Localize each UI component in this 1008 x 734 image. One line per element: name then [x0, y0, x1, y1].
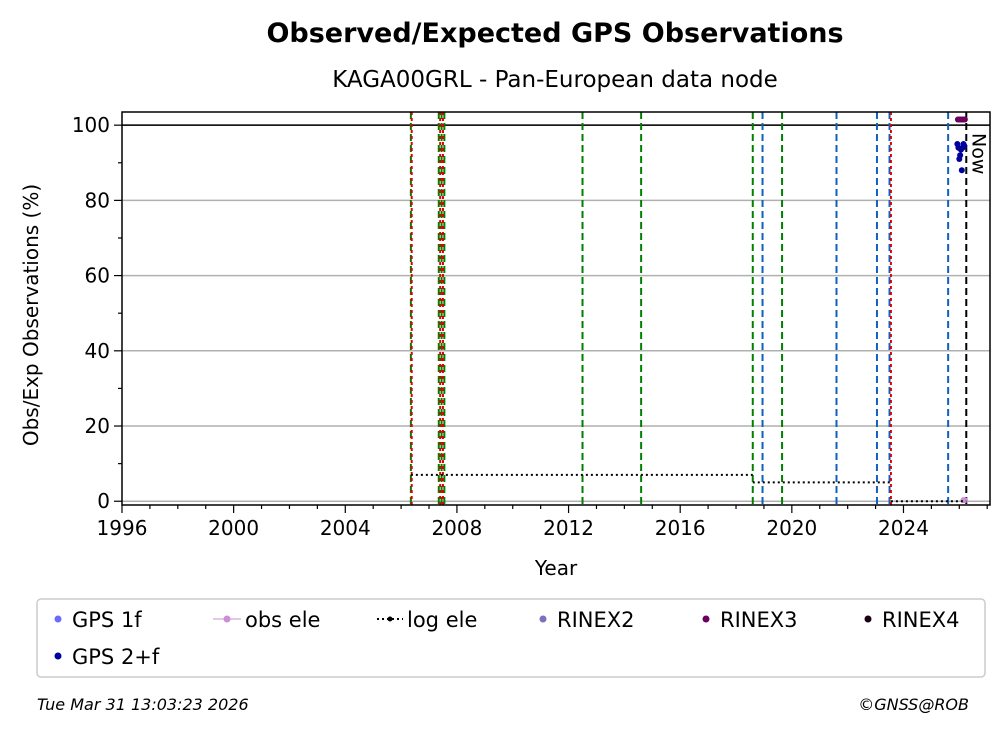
- legend-marker: [702, 615, 710, 623]
- x-tick-label: 2024: [878, 516, 929, 540]
- x-tick-label: 2020: [766, 516, 817, 540]
- legend: GPS 1f obs ele log ele RINEX2 RINEX3 RINEX4 GP…: [36, 598, 986, 678]
- plot-frame: [121, 111, 991, 506]
- legend-label: RINEX4: [882, 608, 960, 632]
- data-point: [958, 167, 965, 174]
- y-axis-label: Obs/Exp Observations (%): [19, 184, 43, 446]
- x-tick-label: 2004: [320, 516, 371, 540]
- y-tick-label: 40: [85, 339, 110, 363]
- legend-label: log ele: [407, 608, 477, 632]
- legend-marker: [54, 652, 62, 660]
- legend-marker: [539, 615, 547, 623]
- data-point: [961, 142, 968, 149]
- data-point: [961, 497, 968, 504]
- x-tick-label: 2008: [431, 516, 482, 540]
- legend-marker: [864, 615, 872, 623]
- legend-label: RINEX3: [720, 608, 798, 632]
- y-tick-label: 20: [85, 414, 110, 438]
- data-point: [961, 116, 968, 123]
- y-tick-label: 80: [85, 188, 110, 212]
- y-tick-label: 0: [97, 489, 110, 513]
- plot-area: Now 1996 2000 2004 2008 2012 2016 2020 2024 0 20 40…: [72, 111, 991, 540]
- x-tick-label: 1996: [97, 516, 148, 540]
- legend-label: GPS 2+f: [72, 645, 160, 669]
- footer-credit: ©GNSS@ROB: [858, 695, 969, 714]
- now-label: Now: [967, 133, 989, 174]
- chart-title: Observed/Expected GPS Observations: [266, 18, 843, 49]
- x-tick-label: 2016: [655, 516, 706, 540]
- y-tick-label: 60: [85, 264, 110, 288]
- legend-marker: [387, 616, 393, 622]
- x-axis-label: Year: [534, 556, 578, 580]
- y-tick-label: 100: [72, 113, 110, 137]
- x-tick-label: 2012: [543, 516, 594, 540]
- legend-label: obs ele: [245, 608, 320, 632]
- legend-label: RINEX2: [557, 608, 635, 632]
- legend-marker: [223, 615, 231, 623]
- footer-timestamp: Tue Mar 31 13:03:23 2026: [37, 695, 249, 714]
- x-tick-label: 2000: [208, 516, 259, 540]
- chart-subtitle: KAGA00GRL - Pan-European data node: [332, 67, 778, 93]
- legend-label: GPS 1f: [72, 608, 142, 632]
- legend-marker: [54, 615, 62, 623]
- data-point: [957, 152, 964, 159]
- legend-box: [36, 598, 986, 678]
